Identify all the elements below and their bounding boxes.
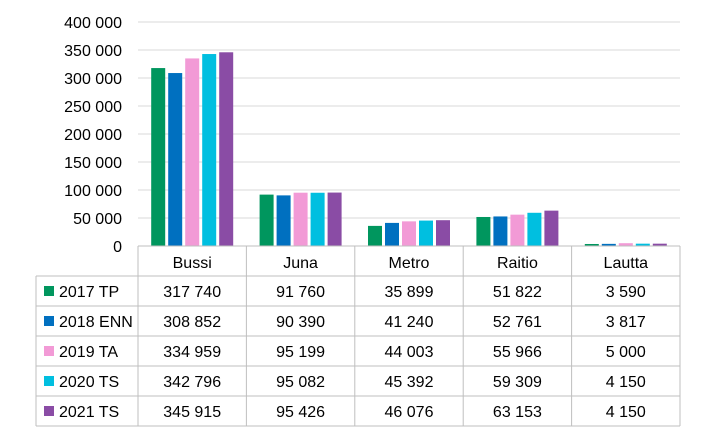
data-label: 90 390 [276,314,325,331]
bar-juna-5 [327,192,342,246]
data-label: 345 915 [163,404,221,421]
series-label: 2021 TS [59,404,119,421]
data-label: 308 852 [163,314,221,331]
y-tick-label: 400 000 [64,15,122,32]
data-label: 46 076 [385,404,434,421]
bar-juna-1 [259,194,274,246]
bars [151,52,667,247]
legend-key [44,316,54,326]
bar-lautta-1 [584,243,599,246]
data-label: 95 082 [276,374,325,391]
bar-metro-2 [385,222,399,246]
data-label: 51 822 [493,284,542,301]
data-label: 342 796 [163,374,221,391]
data-label: 95 199 [276,344,325,361]
data-label: 35 899 [385,284,434,301]
bar-metro-4 [419,220,433,246]
data-label: 44 003 [385,344,434,361]
bar-metro-3 [402,221,416,246]
category-label: Juna [283,255,318,272]
bar-juna-4 [310,192,325,246]
data-label: 91 760 [276,284,325,301]
bar-metro-1 [368,225,382,246]
data-label: 4 150 [606,374,646,391]
y-tick-label: 300 000 [64,71,122,88]
bar-raitio-1 [476,216,491,246]
data-label: 334 959 [163,344,221,361]
bar-raitio-2 [493,216,508,246]
y-tick-label: 200 000 [64,127,122,144]
bar-bussi-3 [185,58,200,246]
bar-raitio-5 [544,210,559,246]
legend-key [44,406,54,416]
series-label: 2018 ENN [59,314,133,331]
y-tick-label: 50 000 [73,211,122,228]
data-label: 317 740 [163,284,221,301]
legend-key [44,286,54,296]
data-label: 52 761 [493,314,542,331]
y-axis-ticks: 0 50 000 100 000 150 000 200 000 250 000 300 0… [64,15,122,256]
data-label: 59 309 [493,374,542,391]
category-label: Bussi [173,255,212,272]
data-label: 45 392 [385,374,434,391]
bar-raitio-4 [527,212,542,246]
legend-key [44,346,54,356]
data-label: 4 150 [606,404,646,421]
data-label: 95 426 [276,404,325,421]
y-tick-label: 250 000 [64,99,122,116]
bar-metro-5 [436,220,450,246]
bar-lautta-4 [635,243,650,246]
bar-bussi-4 [202,54,217,246]
series-label: 2020 TS [59,374,119,391]
bar-juna-2 [276,195,291,246]
y-tick-label: 100 000 [64,183,122,200]
series-label: 2017 TP [59,284,119,301]
bar-bussi-5 [219,52,234,247]
category-label: Raitio [497,255,538,272]
bar-bussi-1 [151,68,166,246]
data-label: 41 240 [385,314,434,331]
data-label: 55 966 [493,344,542,361]
bar-lautta-5 [652,243,667,246]
category-label: Lautta [604,255,649,272]
data-label: 3 817 [606,314,646,331]
data-label: 63 153 [493,404,542,421]
y-tick-label: 350 000 [64,43,122,60]
series-label: 2019 TA [59,344,118,361]
bar-bussi-2 [168,73,183,246]
bar-lautta-2 [601,243,616,246]
bar-lautta-3 [618,243,633,246]
y-tick-label: 150 000 [64,155,122,172]
data-label: 3 590 [606,284,646,301]
category-label: Metro [389,255,430,272]
legend-key [44,376,54,386]
data-table: Bussi Juna Metro Raitio Lautta 2017 TP 317 740… [35,245,681,427]
bar-raitio-3 [510,214,525,246]
bar-juna-3 [293,192,308,246]
data-label: 5 000 [606,344,646,361]
y-tick-label: 0 [113,239,122,256]
